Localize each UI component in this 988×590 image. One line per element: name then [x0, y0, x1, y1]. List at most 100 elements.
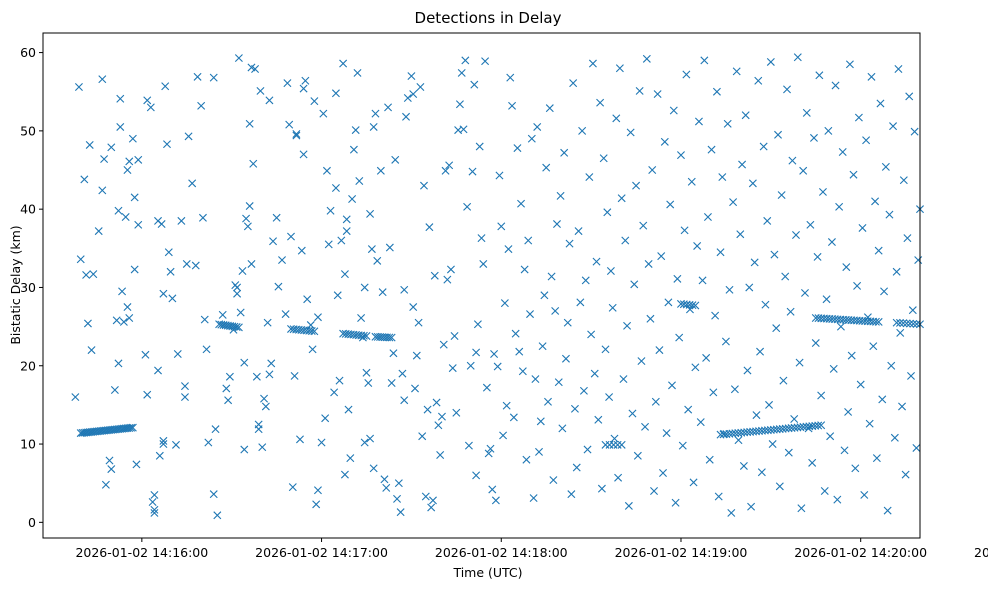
data-point	[895, 318, 904, 327]
data-point	[612, 114, 621, 123]
data-point	[774, 130, 783, 139]
data-point	[739, 461, 748, 470]
data-point	[265, 96, 274, 105]
data-point	[173, 350, 182, 358]
data-point	[428, 496, 437, 505]
data-point	[307, 327, 316, 336]
data-point	[98, 186, 107, 195]
data-point	[94, 227, 103, 236]
data-point	[439, 340, 448, 349]
data-point	[736, 230, 745, 239]
data-point	[213, 511, 222, 520]
data-point	[630, 280, 639, 289]
data-point	[472, 348, 481, 357]
data-point	[251, 65, 260, 74]
data-point	[551, 306, 560, 315]
data-point	[461, 56, 470, 65]
data-point	[617, 194, 626, 203]
data-point	[233, 283, 242, 292]
data-point	[896, 328, 905, 337]
data-point	[197, 101, 206, 110]
data-point	[310, 327, 319, 336]
data-point	[143, 96, 152, 105]
data-point	[748, 179, 757, 188]
data-point	[389, 349, 398, 358]
data-point	[290, 371, 299, 380]
data-point	[261, 402, 270, 411]
data-point	[614, 473, 623, 482]
data-point	[723, 119, 732, 128]
y-tick-label: 50	[20, 123, 36, 138]
data-point	[155, 451, 164, 460]
data-point	[297, 246, 306, 255]
data-point	[470, 80, 479, 89]
data-point	[351, 126, 360, 135]
data-point	[558, 424, 567, 433]
data-point	[905, 92, 914, 101]
data-point	[833, 495, 842, 504]
data-point	[330, 388, 339, 397]
data-point	[709, 388, 718, 397]
data-point	[459, 125, 468, 134]
data-point	[85, 140, 94, 149]
data-point	[423, 405, 432, 414]
data-point	[818, 187, 827, 196]
data-point	[371, 109, 380, 118]
data-point	[283, 79, 292, 88]
data-point	[635, 86, 644, 95]
data-point	[448, 364, 457, 373]
data-point	[556, 191, 565, 200]
data-point	[824, 126, 833, 135]
data-point	[637, 357, 646, 366]
data-point	[795, 358, 804, 367]
data-point	[245, 202, 254, 211]
data-point	[763, 216, 772, 225]
data-point	[853, 281, 862, 290]
data-point	[455, 100, 464, 109]
data-point	[360, 438, 369, 447]
data-point	[164, 248, 173, 257]
data-point	[402, 112, 411, 121]
x-axis-label: Time (UTC)	[452, 565, 522, 580]
data-point	[479, 259, 488, 268]
data-point	[569, 79, 578, 88]
data-point	[747, 502, 756, 511]
data-point	[362, 368, 371, 377]
data-point	[141, 350, 150, 359]
data-point	[822, 295, 831, 304]
data-point	[721, 337, 730, 346]
data-point	[885, 210, 894, 219]
data-point	[493, 362, 502, 371]
data-point	[594, 415, 603, 424]
data-point	[802, 108, 811, 117]
data-point	[738, 160, 747, 169]
data-point	[874, 317, 883, 326]
data-point	[588, 59, 597, 68]
data-point	[132, 460, 141, 469]
data-point	[806, 220, 815, 229]
data-point	[243, 222, 252, 231]
data-point	[232, 323, 241, 332]
data-point	[531, 375, 540, 384]
data-point	[756, 347, 765, 356]
data-point	[403, 93, 412, 102]
data-point	[759, 142, 768, 151]
data-point	[572, 463, 581, 472]
data-point	[353, 68, 362, 77]
data-point	[191, 261, 200, 270]
data-point	[898, 402, 907, 411]
data-point	[797, 504, 806, 513]
data-point	[464, 441, 473, 450]
data-point	[437, 412, 446, 421]
data-point	[278, 256, 287, 265]
data-point	[881, 162, 890, 171]
data-point	[125, 314, 134, 322]
data-point	[725, 285, 734, 294]
data-point	[887, 361, 896, 370]
data-point	[908, 306, 917, 315]
data-point	[883, 506, 892, 515]
data-point	[265, 370, 274, 379]
data-point	[209, 490, 218, 499]
data-point	[495, 171, 504, 180]
